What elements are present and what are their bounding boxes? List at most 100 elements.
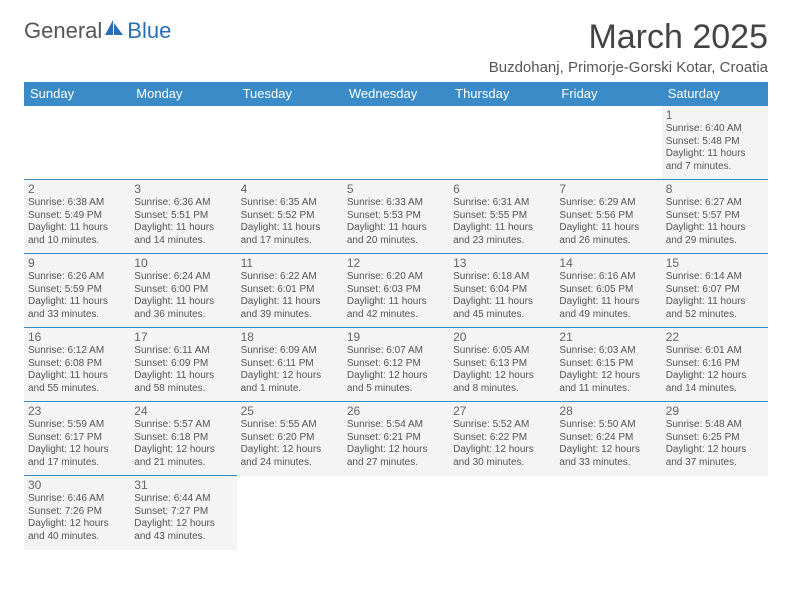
day-number: 1 bbox=[666, 108, 764, 122]
weekday-header: Monday bbox=[130, 82, 236, 106]
day-info: Sunrise: 6:22 AMSunset: 6:01 PMDaylight:… bbox=[241, 271, 339, 321]
calendar-cell bbox=[130, 106, 236, 180]
day-info: Sunrise: 6:14 AMSunset: 6:07 PMDaylight:… bbox=[666, 271, 764, 321]
calendar-cell: 2Sunrise: 6:38 AMSunset: 5:49 PMDaylight… bbox=[24, 180, 130, 254]
weekday-header: Sunday bbox=[24, 82, 130, 106]
day-number: 31 bbox=[134, 478, 232, 492]
calendar-cell: 15Sunrise: 6:14 AMSunset: 6:07 PMDayligh… bbox=[662, 254, 768, 328]
calendar-cell bbox=[449, 106, 555, 180]
day-info: Sunrise: 6:18 AMSunset: 6:04 PMDaylight:… bbox=[453, 271, 551, 321]
day-info: Sunrise: 6:09 AMSunset: 6:11 PMDaylight:… bbox=[241, 345, 339, 395]
day-info: Sunrise: 6:36 AMSunset: 5:51 PMDaylight:… bbox=[134, 197, 232, 247]
day-info: Sunrise: 6:35 AMSunset: 5:52 PMDaylight:… bbox=[241, 197, 339, 247]
day-info: Sunrise: 6:31 AMSunset: 5:55 PMDaylight:… bbox=[453, 197, 551, 247]
calendar-cell bbox=[343, 476, 449, 550]
day-info: Sunrise: 5:57 AMSunset: 6:18 PMDaylight:… bbox=[134, 419, 232, 469]
calendar-cell bbox=[555, 106, 661, 180]
weekday-header: Wednesday bbox=[343, 82, 449, 106]
day-number: 5 bbox=[347, 182, 445, 196]
calendar-cell: 8Sunrise: 6:27 AMSunset: 5:57 PMDaylight… bbox=[662, 180, 768, 254]
calendar-row: 9Sunrise: 6:26 AMSunset: 5:59 PMDaylight… bbox=[24, 254, 768, 328]
calendar-row: 1Sunrise: 6:40 AMSunset: 5:48 PMDaylight… bbox=[24, 106, 768, 180]
calendar-cell: 10Sunrise: 6:24 AMSunset: 6:00 PMDayligh… bbox=[130, 254, 236, 328]
day-info: Sunrise: 6:12 AMSunset: 6:08 PMDaylight:… bbox=[28, 345, 126, 395]
calendar-table: SundayMondayTuesdayWednesdayThursdayFrid… bbox=[24, 82, 768, 550]
day-number: 14 bbox=[559, 256, 657, 270]
calendar-cell: 25Sunrise: 5:55 AMSunset: 6:20 PMDayligh… bbox=[237, 402, 343, 476]
day-number: 28 bbox=[559, 404, 657, 418]
day-info: Sunrise: 6:27 AMSunset: 5:57 PMDaylight:… bbox=[666, 197, 764, 247]
day-info: Sunrise: 6:20 AMSunset: 6:03 PMDaylight:… bbox=[347, 271, 445, 321]
day-info: Sunrise: 5:50 AMSunset: 6:24 PMDaylight:… bbox=[559, 419, 657, 469]
calendar-cell bbox=[237, 476, 343, 550]
day-info: Sunrise: 6:03 AMSunset: 6:15 PMDaylight:… bbox=[559, 345, 657, 395]
day-info: Sunrise: 6:38 AMSunset: 5:49 PMDaylight:… bbox=[28, 197, 126, 247]
calendar-cell bbox=[662, 476, 768, 550]
day-info: Sunrise: 6:33 AMSunset: 5:53 PMDaylight:… bbox=[347, 197, 445, 247]
day-number: 23 bbox=[28, 404, 126, 418]
month-title: March 2025 bbox=[489, 18, 768, 57]
calendar-row: 2Sunrise: 6:38 AMSunset: 5:49 PMDaylight… bbox=[24, 180, 768, 254]
day-number: 22 bbox=[666, 330, 764, 344]
day-number: 3 bbox=[134, 182, 232, 196]
calendar-cell: 22Sunrise: 6:01 AMSunset: 6:16 PMDayligh… bbox=[662, 328, 768, 402]
day-number: 10 bbox=[134, 256, 232, 270]
day-number: 2 bbox=[28, 182, 126, 196]
logo-text-general: General bbox=[24, 18, 102, 44]
day-number: 7 bbox=[559, 182, 657, 196]
calendar-cell: 28Sunrise: 5:50 AMSunset: 6:24 PMDayligh… bbox=[555, 402, 661, 476]
day-info: Sunrise: 6:44 AMSunset: 7:27 PMDaylight:… bbox=[134, 493, 232, 543]
day-info: Sunrise: 5:54 AMSunset: 6:21 PMDaylight:… bbox=[347, 419, 445, 469]
calendar-cell: 4Sunrise: 6:35 AMSunset: 5:52 PMDaylight… bbox=[237, 180, 343, 254]
day-number: 15 bbox=[666, 256, 764, 270]
day-number: 30 bbox=[28, 478, 126, 492]
day-info: Sunrise: 6:01 AMSunset: 6:16 PMDaylight:… bbox=[666, 345, 764, 395]
day-number: 25 bbox=[241, 404, 339, 418]
calendar-cell bbox=[449, 476, 555, 550]
day-number: 26 bbox=[347, 404, 445, 418]
calendar-cell: 26Sunrise: 5:54 AMSunset: 6:21 PMDayligh… bbox=[343, 402, 449, 476]
day-info: Sunrise: 5:59 AMSunset: 6:17 PMDaylight:… bbox=[28, 419, 126, 469]
calendar-row: 16Sunrise: 6:12 AMSunset: 6:08 PMDayligh… bbox=[24, 328, 768, 402]
day-number: 21 bbox=[559, 330, 657, 344]
day-info: Sunrise: 6:29 AMSunset: 5:56 PMDaylight:… bbox=[559, 197, 657, 247]
calendar-cell: 9Sunrise: 6:26 AMSunset: 5:59 PMDaylight… bbox=[24, 254, 130, 328]
logo: General Blue bbox=[24, 18, 171, 44]
calendar-cell: 7Sunrise: 6:29 AMSunset: 5:56 PMDaylight… bbox=[555, 180, 661, 254]
title-block: March 2025 Buzdohanj, Primorje-Gorski Ko… bbox=[489, 18, 768, 76]
day-number: 4 bbox=[241, 182, 339, 196]
weekday-header: Thursday bbox=[449, 82, 555, 106]
sail-icon bbox=[103, 18, 125, 44]
day-number: 16 bbox=[28, 330, 126, 344]
day-number: 11 bbox=[241, 256, 339, 270]
calendar-cell bbox=[555, 476, 661, 550]
day-info: Sunrise: 5:55 AMSunset: 6:20 PMDaylight:… bbox=[241, 419, 339, 469]
calendar-row: 30Sunrise: 6:46 AMSunset: 7:26 PMDayligh… bbox=[24, 476, 768, 550]
day-number: 27 bbox=[453, 404, 551, 418]
logo-text-blue: Blue bbox=[127, 18, 171, 44]
calendar-cell: 11Sunrise: 6:22 AMSunset: 6:01 PMDayligh… bbox=[237, 254, 343, 328]
day-info: Sunrise: 6:16 AMSunset: 6:05 PMDaylight:… bbox=[559, 271, 657, 321]
day-number: 17 bbox=[134, 330, 232, 344]
calendar-cell: 30Sunrise: 6:46 AMSunset: 7:26 PMDayligh… bbox=[24, 476, 130, 550]
calendar-cell: 14Sunrise: 6:16 AMSunset: 6:05 PMDayligh… bbox=[555, 254, 661, 328]
calendar-cell bbox=[343, 106, 449, 180]
day-number: 19 bbox=[347, 330, 445, 344]
calendar-cell: 24Sunrise: 5:57 AMSunset: 6:18 PMDayligh… bbox=[130, 402, 236, 476]
calendar-cell bbox=[237, 106, 343, 180]
day-number: 12 bbox=[347, 256, 445, 270]
weekday-header-row: SundayMondayTuesdayWednesdayThursdayFrid… bbox=[24, 82, 768, 106]
calendar-cell: 23Sunrise: 5:59 AMSunset: 6:17 PMDayligh… bbox=[24, 402, 130, 476]
calendar-cell: 27Sunrise: 5:52 AMSunset: 6:22 PMDayligh… bbox=[449, 402, 555, 476]
calendar-cell: 12Sunrise: 6:20 AMSunset: 6:03 PMDayligh… bbox=[343, 254, 449, 328]
day-info: Sunrise: 6:46 AMSunset: 7:26 PMDaylight:… bbox=[28, 493, 126, 543]
day-number: 6 bbox=[453, 182, 551, 196]
calendar-cell: 3Sunrise: 6:36 AMSunset: 5:51 PMDaylight… bbox=[130, 180, 236, 254]
day-info: Sunrise: 6:24 AMSunset: 6:00 PMDaylight:… bbox=[134, 271, 232, 321]
calendar-cell: 29Sunrise: 5:48 AMSunset: 6:25 PMDayligh… bbox=[662, 402, 768, 476]
weekday-header: Saturday bbox=[662, 82, 768, 106]
calendar-cell bbox=[24, 106, 130, 180]
day-info: Sunrise: 6:26 AMSunset: 5:59 PMDaylight:… bbox=[28, 271, 126, 321]
location: Buzdohanj, Primorje-Gorski Kotar, Croati… bbox=[489, 59, 768, 76]
day-info: Sunrise: 5:52 AMSunset: 6:22 PMDaylight:… bbox=[453, 419, 551, 469]
